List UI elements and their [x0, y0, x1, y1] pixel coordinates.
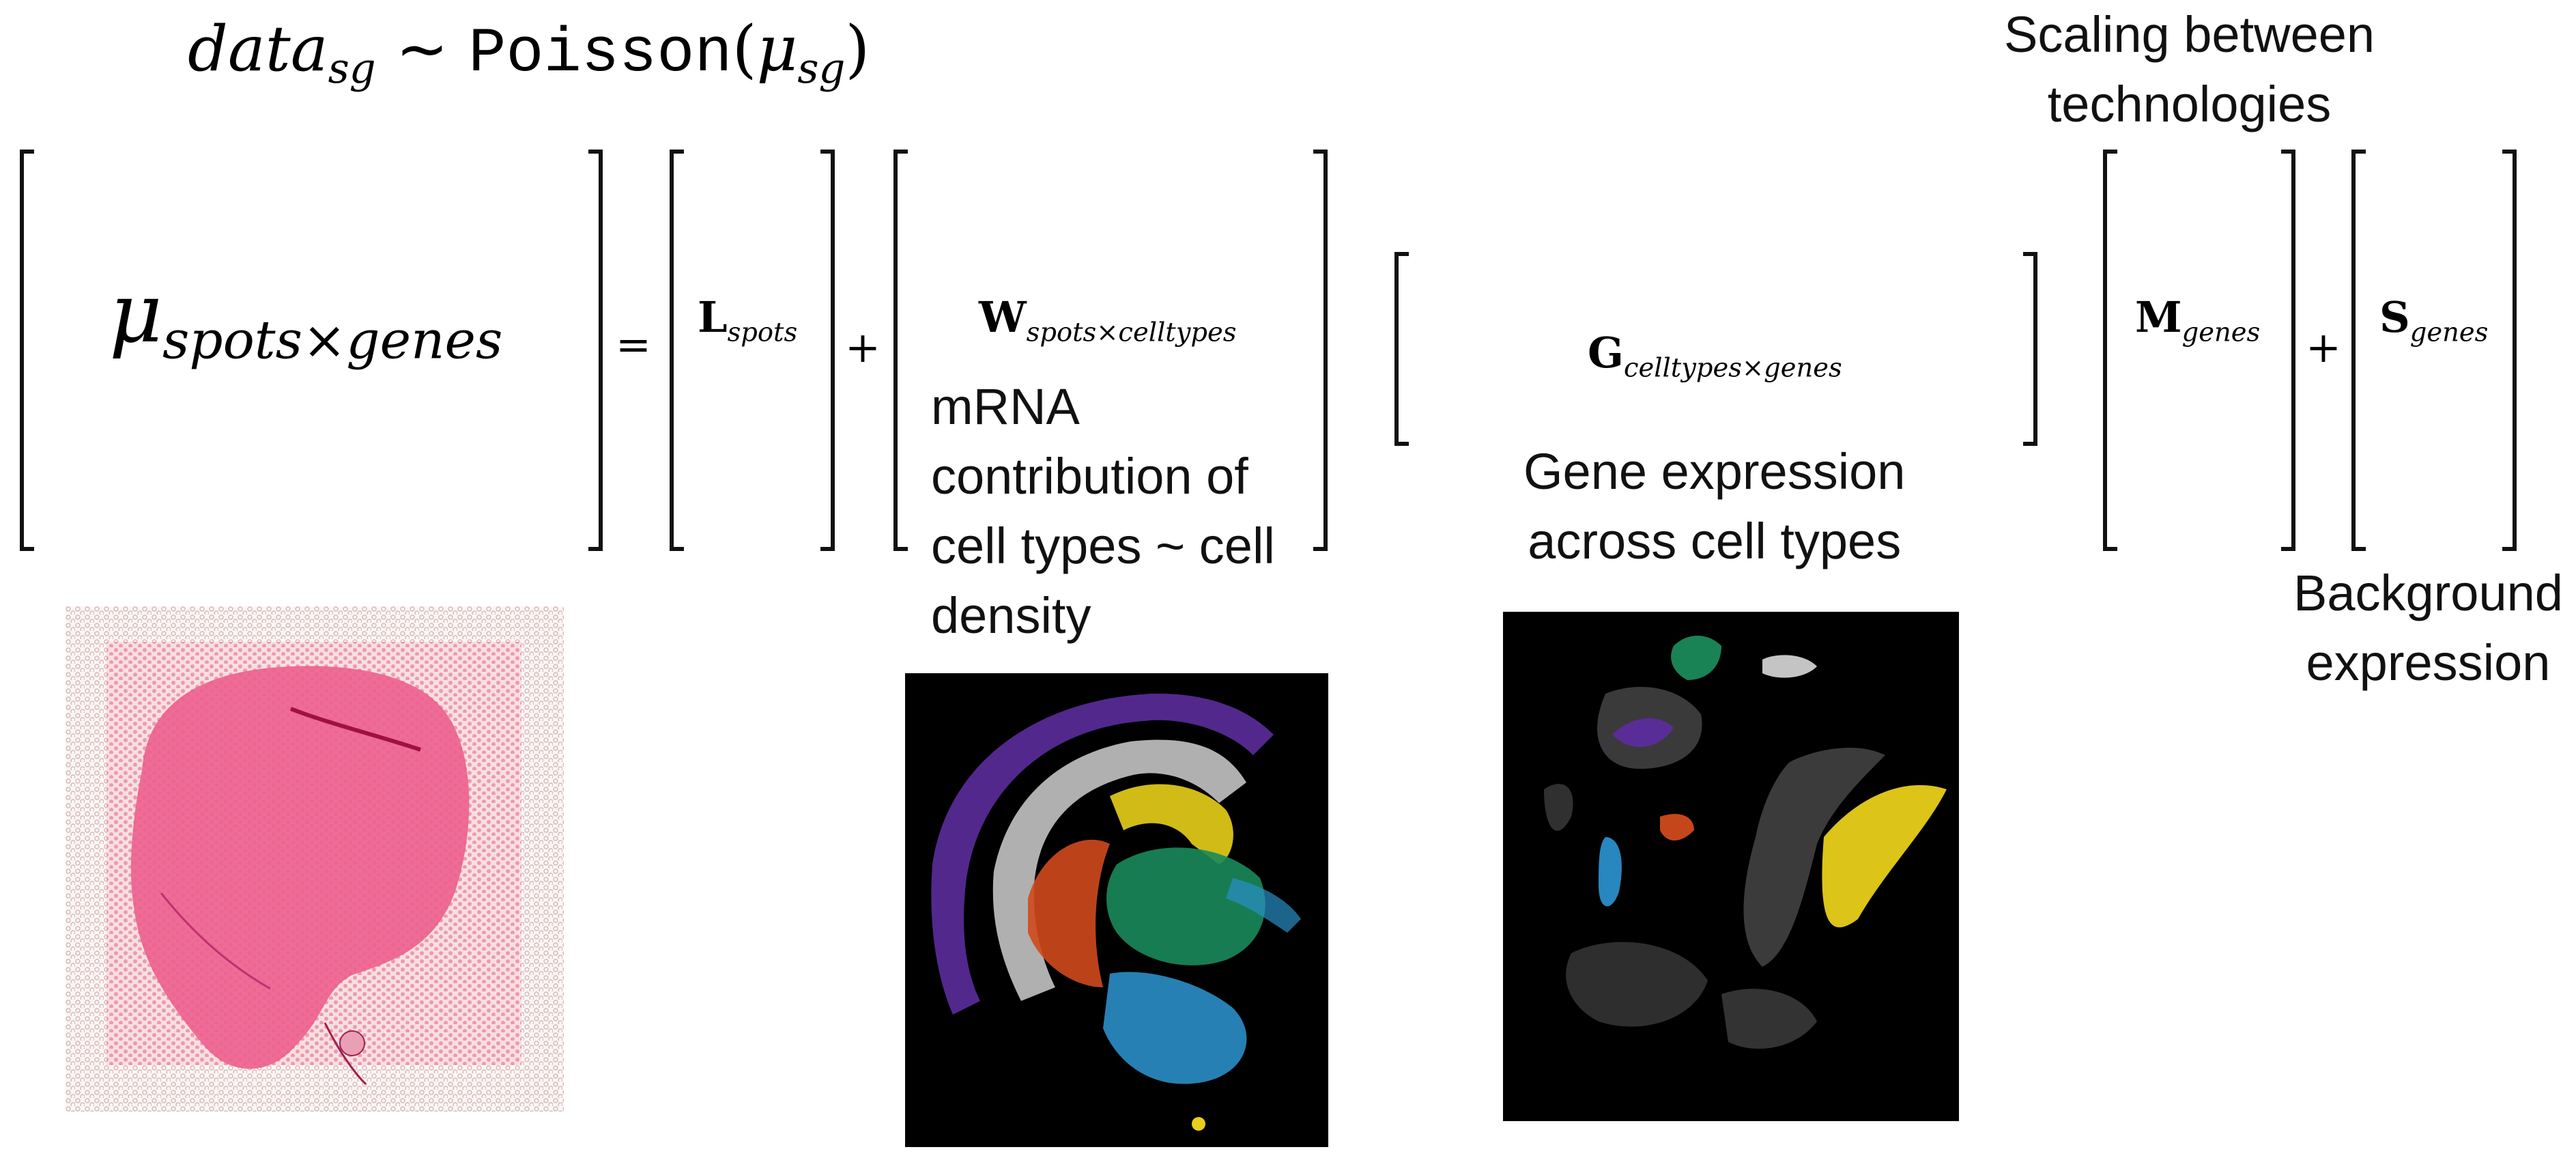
- L-matrix: Lspots: [698, 292, 797, 348]
- yellow-cluster: [1110, 784, 1233, 864]
- L-bracket-left: [670, 150, 684, 551]
- equation-mu-sub: sg: [797, 45, 846, 94]
- single-cell-clusters-map: [1503, 612, 1959, 1121]
- S-sub: genes: [2409, 317, 2489, 348]
- he-stained-tissue-image: [66, 606, 564, 1112]
- scaling-line-1: Scaling between: [2004, 6, 2375, 63]
- mu-matrix: μspots×genes: [109, 266, 502, 371]
- scaling-line-2: technologies: [2047, 76, 2332, 133]
- background-line-2: expression: [2306, 634, 2551, 692]
- S-bracket-left: [2351, 150, 2366, 551]
- orange-cluster: [1028, 839, 1110, 987]
- yellow-cells: [1822, 785, 1947, 928]
- W-sub: spots×celltypes: [1026, 317, 1237, 348]
- tissue-section: [130, 666, 470, 1069]
- gene-expression-line-2: across cell types: [1528, 513, 1902, 570]
- L-bracket-right: [820, 150, 835, 551]
- W-bracket-left: [893, 150, 908, 551]
- S-bracket-right: [2502, 150, 2517, 551]
- equation-mu: μ: [756, 12, 798, 85]
- gene-expression-annotation: Gene expression across cell types: [1523, 437, 1905, 576]
- plus-sign-2: +: [2306, 322, 2341, 372]
- equation-open: (: [732, 12, 757, 85]
- mu-bracket-left: [20, 150, 34, 551]
- mrna-line-2: contribution of: [931, 448, 1248, 505]
- W-symbol: W: [979, 292, 1027, 342]
- M-symbol: M: [2135, 292, 2182, 342]
- plus-sign-1: +: [845, 322, 881, 372]
- W-matrix: Wspots×celltypes: [979, 292, 1236, 348]
- purple-cluster: [931, 693, 1274, 1015]
- equation-lhs: data: [188, 12, 328, 85]
- mrna-annotation: mRNA contribution of cell types ~ cell d…: [931, 372, 1275, 651]
- green-cluster: [1106, 847, 1265, 965]
- mrna-line-3: cell types ~ cell: [931, 518, 1275, 575]
- G-symbol: G: [1588, 328, 1624, 378]
- red-cells: [1660, 814, 1694, 841]
- M-bracket-left: [2103, 150, 2117, 551]
- white-cluster: [992, 739, 1246, 1001]
- S-symbol: S: [2379, 292, 2410, 342]
- G-matrix: Gcelltypes×genes: [1588, 328, 1842, 383]
- blue-cells: [1599, 837, 1622, 907]
- mu-symbol: μ: [109, 266, 162, 361]
- white-cells: [1762, 655, 1817, 678]
- gene-expression-line-1: Gene expression: [1523, 443, 1906, 500]
- M-sub: genes: [2181, 317, 2261, 348]
- G-bracket-left: [1394, 252, 1409, 446]
- background-annotation: Background expression: [2293, 559, 2563, 698]
- mu-bracket-right: [588, 150, 603, 551]
- green-cells: [1671, 636, 1721, 680]
- equation-dist: Poisson: [468, 18, 732, 89]
- model-equation: datasg ~ Poisson(μsg): [188, 12, 870, 93]
- spatial-spot-cell-density-map: [905, 673, 1328, 1147]
- mu-matrix-sub: spots×genes: [162, 310, 503, 371]
- L-symbol: L: [698, 292, 728, 342]
- G-sub: celltypes×genes: [1623, 352, 1842, 384]
- equation-lhs-sub: sg: [328, 45, 376, 94]
- background-line-1: Background: [2293, 565, 2563, 621]
- blue-cluster: [1103, 972, 1247, 1084]
- G-bracket-right: [2023, 252, 2037, 446]
- equation-tilde: ~: [395, 12, 448, 85]
- L-sub: spots: [727, 317, 798, 348]
- mrna-line-1: mRNA: [931, 378, 1080, 435]
- mrna-line-4: density: [931, 587, 1091, 645]
- W-bracket-right: [1313, 150, 1328, 551]
- scaling-annotation: Scaling between technologies: [2004, 0, 2375, 139]
- M-matrix: Mgenes: [2135, 292, 2260, 348]
- equation-close: ): [845, 12, 870, 85]
- purple-cells: [1612, 718, 1674, 748]
- M-bracket-right: [2281, 150, 2295, 551]
- equals-sign: =: [616, 320, 651, 369]
- S-matrix: Sgenes: [2379, 292, 2488, 348]
